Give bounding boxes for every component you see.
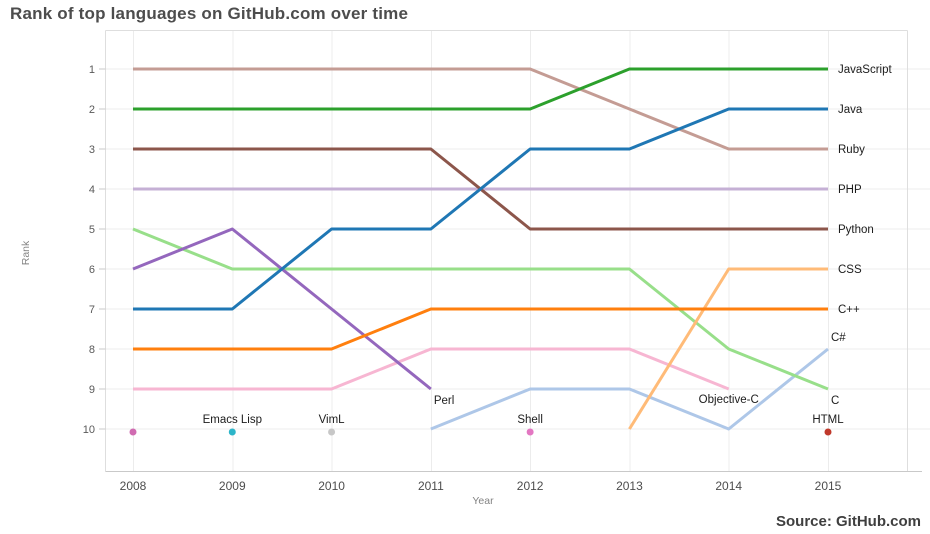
series-line-ruby (133, 67, 828, 151)
series-c (430, 347, 829, 431)
x-tick-label: 2014 (715, 479, 742, 493)
series-ruby (133, 67, 828, 151)
y-tick-label: 3 (89, 144, 95, 156)
series-line-c (132, 227, 829, 391)
y-tick-label: 2 (89, 104, 95, 116)
y-axis: 1 2 3 4 5 6 7 8 9 10 (83, 64, 106, 436)
point-shell (526, 428, 534, 436)
series-css (628, 267, 828, 430)
point-html (824, 428, 832, 436)
single-year-points: Emacs Lisp VimL Shell HTML (129, 414, 844, 436)
point-label-html: HTML (812, 414, 844, 426)
x-tick-label: 2009 (219, 479, 246, 493)
series-objective-c (133, 347, 730, 391)
series-line-java (133, 107, 828, 311)
y-axis-title: Rank (20, 240, 32, 265)
series-c (132, 227, 829, 391)
series-label-c: C# (831, 332, 846, 344)
y-tick-label: 5 (89, 224, 95, 236)
chart-title: Rank of top languages on GitHub.com over… (10, 4, 409, 23)
y-tick-label: 4 (89, 184, 95, 196)
y-tick-label: 8 (89, 344, 95, 356)
point-label-shell: Shell (517, 414, 543, 426)
series-cplusplus (133, 307, 828, 351)
point-label-emacs-lisp: Emacs Lisp (203, 414, 262, 426)
series-label-perl: Perl (434, 395, 454, 407)
x-tick-label: 2010 (318, 479, 345, 493)
series-line-objective-c (133, 347, 730, 391)
y-tick-label: 10 (83, 424, 95, 436)
series-label-css: CSS (838, 264, 862, 276)
series-java (133, 107, 828, 311)
series-javascript (133, 67, 828, 111)
series-line-cplusplus (133, 307, 828, 351)
y-tick-label: 1 (89, 64, 95, 76)
y-tick-label: 6 (89, 264, 95, 276)
point-label-viml: VimL (319, 414, 346, 426)
x-tick-label: 2011 (418, 479, 444, 493)
series-label-cplusplus: C++ (838, 304, 860, 316)
source-attribution: Source: GitHub.com (775, 513, 921, 530)
series-label-python: Python (838, 224, 874, 236)
series-line-javascript (133, 67, 828, 111)
y-tick-label: 7 (89, 304, 95, 316)
x-tick-label: 2015 (815, 479, 842, 493)
point-emacs-lisp (228, 428, 236, 436)
y-tick-label: 9 (89, 384, 95, 396)
x-tick-label: 2012 (517, 479, 544, 493)
series-line-c (430, 347, 829, 431)
point-unlabeled (129, 428, 137, 436)
series-label-ruby: Ruby (838, 144, 865, 156)
gridlines (105, 30, 930, 472)
series-label-objective-c: Objective-C (699, 394, 759, 406)
x-tick-label: 2013 (616, 479, 643, 493)
series-label-php: PHP (838, 184, 862, 196)
plot-borders (105, 30, 922, 472)
x-tick-label: 2008 (120, 479, 147, 493)
series-label-javascript: JavaScript (838, 64, 892, 76)
point-viml (328, 428, 336, 436)
x-axis-title: Year (472, 495, 494, 507)
series-label-java: Java (838, 104, 863, 116)
x-axis: 2008 2009 2010 2011 2012 2013 2014 2015 (120, 479, 842, 493)
series-label-c: C (831, 395, 839, 407)
series-line-css (628, 267, 828, 430)
